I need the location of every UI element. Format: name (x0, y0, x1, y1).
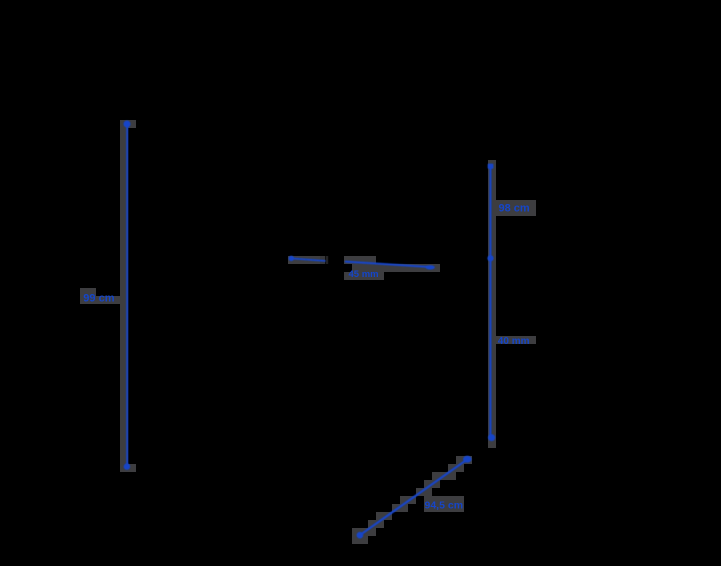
svg-text:99 cm: 99 cm (83, 292, 114, 304)
svg-text:98 cm: 98 cm (499, 202, 530, 214)
svg-text:40 mm: 40 mm (498, 336, 530, 347)
svg-text:94,5 cm: 94,5 cm (425, 499, 464, 511)
svg-text:45 mm: 45 mm (349, 269, 379, 280)
